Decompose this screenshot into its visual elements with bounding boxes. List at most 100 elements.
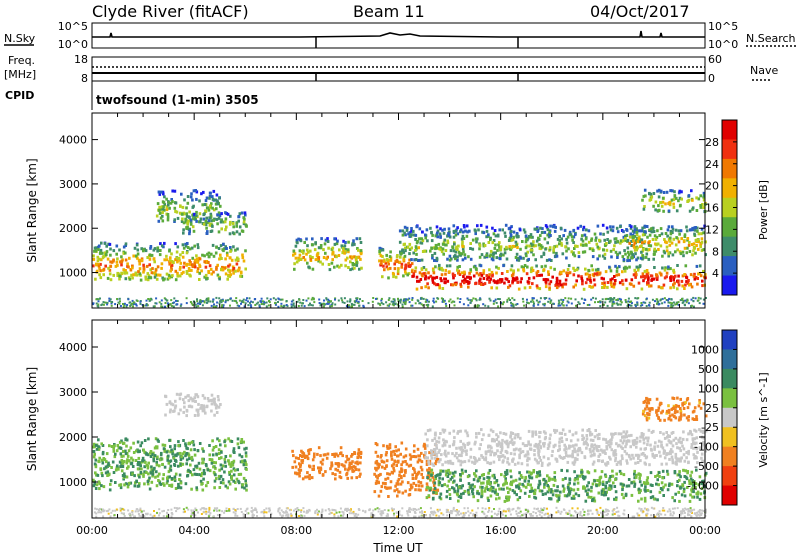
range-cell (538, 489, 542, 493)
range-cell (393, 453, 396, 456)
range-cell (642, 275, 645, 279)
range-cell (439, 227, 442, 231)
range-cell (163, 465, 167, 469)
range-cell (191, 217, 195, 221)
range-cell (503, 247, 507, 251)
range-cell (383, 259, 386, 263)
range-cell (144, 249, 148, 253)
range-cell (355, 468, 358, 471)
range-cell (418, 302, 421, 305)
range-cell (692, 453, 696, 457)
range-cell (527, 257, 530, 261)
range-cell (587, 269, 591, 273)
range-cell (484, 487, 487, 491)
range-cell (211, 243, 215, 247)
range-cell (156, 202, 160, 206)
range-cell (632, 239, 635, 243)
range-cell (461, 471, 464, 475)
range-cell (688, 499, 692, 503)
range-cell (691, 495, 694, 499)
range-cell (653, 252, 656, 256)
range-cell (185, 458, 189, 462)
range-cell (128, 481, 131, 485)
range-cell (159, 249, 162, 252)
range-cell (505, 481, 508, 485)
range-cell (179, 265, 182, 269)
range-cell (431, 497, 435, 501)
range-cell (482, 242, 485, 246)
range-cell (193, 261, 197, 265)
range-cell (664, 232, 668, 235)
range-cell (130, 456, 133, 460)
range-cell (458, 265, 461, 268)
range-cell (573, 247, 576, 250)
range-cell (474, 474, 478, 478)
range-cell (345, 305, 348, 308)
range-cell (668, 482, 671, 486)
range-cell (530, 300, 532, 303)
range-cell (395, 488, 399, 492)
range-cell (628, 265, 631, 269)
range-cell (667, 439, 671, 443)
range-cell (630, 493, 634, 497)
range-cell (169, 450, 172, 454)
range-cell (546, 490, 550, 494)
range-cell (527, 276, 531, 280)
range-cell (174, 399, 177, 403)
range-cell (169, 464, 173, 468)
range-cell (451, 443, 455, 447)
range-cell (294, 456, 298, 460)
range-cell (672, 237, 676, 241)
range-cell (210, 252, 213, 256)
range-cell (212, 465, 215, 469)
range-cell (480, 481, 483, 485)
range-cell (362, 305, 365, 308)
range-cell (437, 450, 440, 454)
range-cell (643, 276, 647, 280)
range-cell (158, 273, 162, 277)
range-cell (166, 213, 170, 216)
range-cell (227, 264, 230, 268)
range-cell (156, 455, 159, 459)
range-cell (158, 472, 161, 476)
range-cell (558, 239, 562, 242)
range-cell (149, 298, 152, 301)
range-cell (699, 297, 702, 300)
range-cell (258, 305, 261, 308)
range-cell (228, 232, 232, 236)
range-cell (160, 299, 163, 302)
range-cell (116, 444, 120, 447)
range-cell (696, 492, 699, 496)
range-cell (437, 460, 441, 464)
range-cell (451, 475, 454, 479)
range-cell (666, 234, 669, 238)
range-cell (444, 302, 447, 305)
range-cell (142, 248, 145, 252)
range-cell (204, 273, 208, 277)
range-cell (218, 302, 221, 305)
range-cell (507, 491, 510, 494)
range-cell (508, 495, 511, 499)
range-cell (124, 452, 128, 456)
range-cell (478, 279, 481, 283)
range-cell (170, 477, 174, 480)
range-cell (669, 239, 672, 243)
range-cell (660, 481, 664, 485)
range-cell (195, 305, 198, 308)
range-cell (494, 251, 497, 255)
range-cell (615, 299, 618, 301)
range-cell (118, 302, 121, 305)
range-cell (688, 479, 691, 483)
range-cell (638, 265, 642, 269)
range-cell (678, 457, 681, 461)
range-cell (697, 272, 700, 276)
range-cell (592, 278, 596, 282)
range-cell (198, 257, 202, 261)
range-cell (469, 484, 472, 488)
range-cell (230, 258, 234, 262)
range-cell (670, 198, 674, 202)
range-cell (542, 477, 546, 481)
range-cell (601, 286, 604, 289)
range-cell (153, 466, 156, 470)
range-cell (311, 304, 314, 307)
